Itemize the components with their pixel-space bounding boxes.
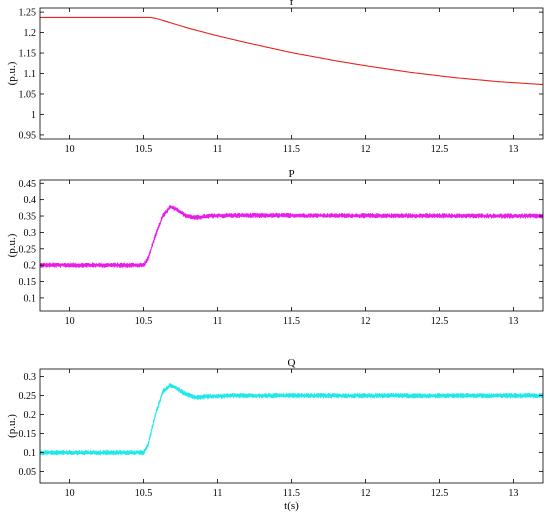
x-tick-label: 12	[360, 488, 370, 499]
x-tick-label: 13	[508, 316, 518, 327]
x-tick-label: 12	[360, 316, 370, 327]
y-tick-label: 0.45	[19, 179, 37, 190]
y-tick-label: 0.2	[24, 261, 37, 272]
y-tick-label: 1.05	[19, 89, 37, 100]
y-tick-label: 0.3	[24, 228, 37, 239]
subplot-0: 10 10.5 11 11.5 12 12.5 13 0.95 1 1.05 1.1 1.15 1.2 1…	[6, 0, 544, 155]
y-tick-label: 0.3	[24, 372, 37, 383]
x-tick-label: 10	[65, 488, 75, 499]
y-tick-label: 0.4	[24, 195, 37, 206]
x-tick-label: 10.5	[135, 316, 153, 327]
y-tick-label: 1.1	[24, 69, 37, 80]
y-tick-label: 0.15	[19, 277, 37, 288]
x-tick-label: 11	[213, 488, 223, 499]
plot-frame	[39, 368, 544, 484]
y-tick-label: 0.05	[19, 467, 37, 478]
y-tick-label: 0.25	[19, 244, 37, 255]
chart-title: f	[290, 0, 294, 8]
x-tick-label: 12.5	[431, 144, 449, 155]
y-tick-label: 0.1	[24, 293, 37, 304]
x-axis-label: t(s)	[284, 500, 299, 512]
y-tick-label: 0.35	[19, 212, 37, 223]
x-tick-label: 11	[213, 144, 223, 155]
y-tick-label: 1.2	[24, 28, 37, 39]
x-tick-label: 13	[508, 488, 518, 499]
x-tick-label: 11	[213, 316, 223, 327]
y-tick-label: 1.15	[19, 49, 37, 60]
series-line-0-0	[40, 16, 543, 86]
x-tick-label: 10	[65, 316, 75, 327]
y-axis-label: (p.u.)	[6, 233, 18, 257]
x-tick-label: 12.5	[431, 316, 449, 327]
y-axis-label: (p.u.)	[6, 414, 18, 438]
x-tick-label: 11.5	[283, 488, 300, 499]
y-tick-label: 0.15	[19, 429, 37, 440]
y-axis-label: (p.u.)	[6, 61, 18, 85]
chart-title: P	[288, 168, 294, 180]
x-tick-label: 11.5	[283, 316, 300, 327]
chart-title: Q	[288, 357, 296, 369]
x-tick-label: 10	[65, 144, 75, 155]
x-tick-label: 10.5	[135, 488, 153, 499]
x-tick-label: 12	[360, 144, 370, 155]
y-tick-label: 1	[31, 110, 36, 121]
subplot-1: 10 10.5 11 11.5 12 12.5 13 0.1 0.15 0.2 0.25 0.3 0.3…	[6, 168, 544, 327]
series-line-1-0	[40, 204, 543, 268]
series-line-2-0	[40, 383, 543, 456]
x-tick-label: 12.5	[431, 488, 449, 499]
y-tick-label: 0.95	[19, 130, 37, 141]
y-tick-label: 0.25	[19, 391, 37, 402]
x-tick-label: 13	[508, 144, 518, 155]
y-tick-label: 1.25	[19, 8, 37, 19]
plot-frame	[39, 7, 544, 140]
y-tick-label: 0.2	[24, 410, 37, 421]
plot-frame	[39, 179, 544, 312]
y-tick-label: 0.1	[24, 448, 37, 459]
x-tick-label: 11.5	[283, 144, 300, 155]
x-tick-label: 10.5	[135, 144, 153, 155]
subplot-2: 10 10.5 11 11.5 12 12.5 13 0.05 0.1 0.15 0.2 0.25 0.…	[6, 357, 544, 512]
